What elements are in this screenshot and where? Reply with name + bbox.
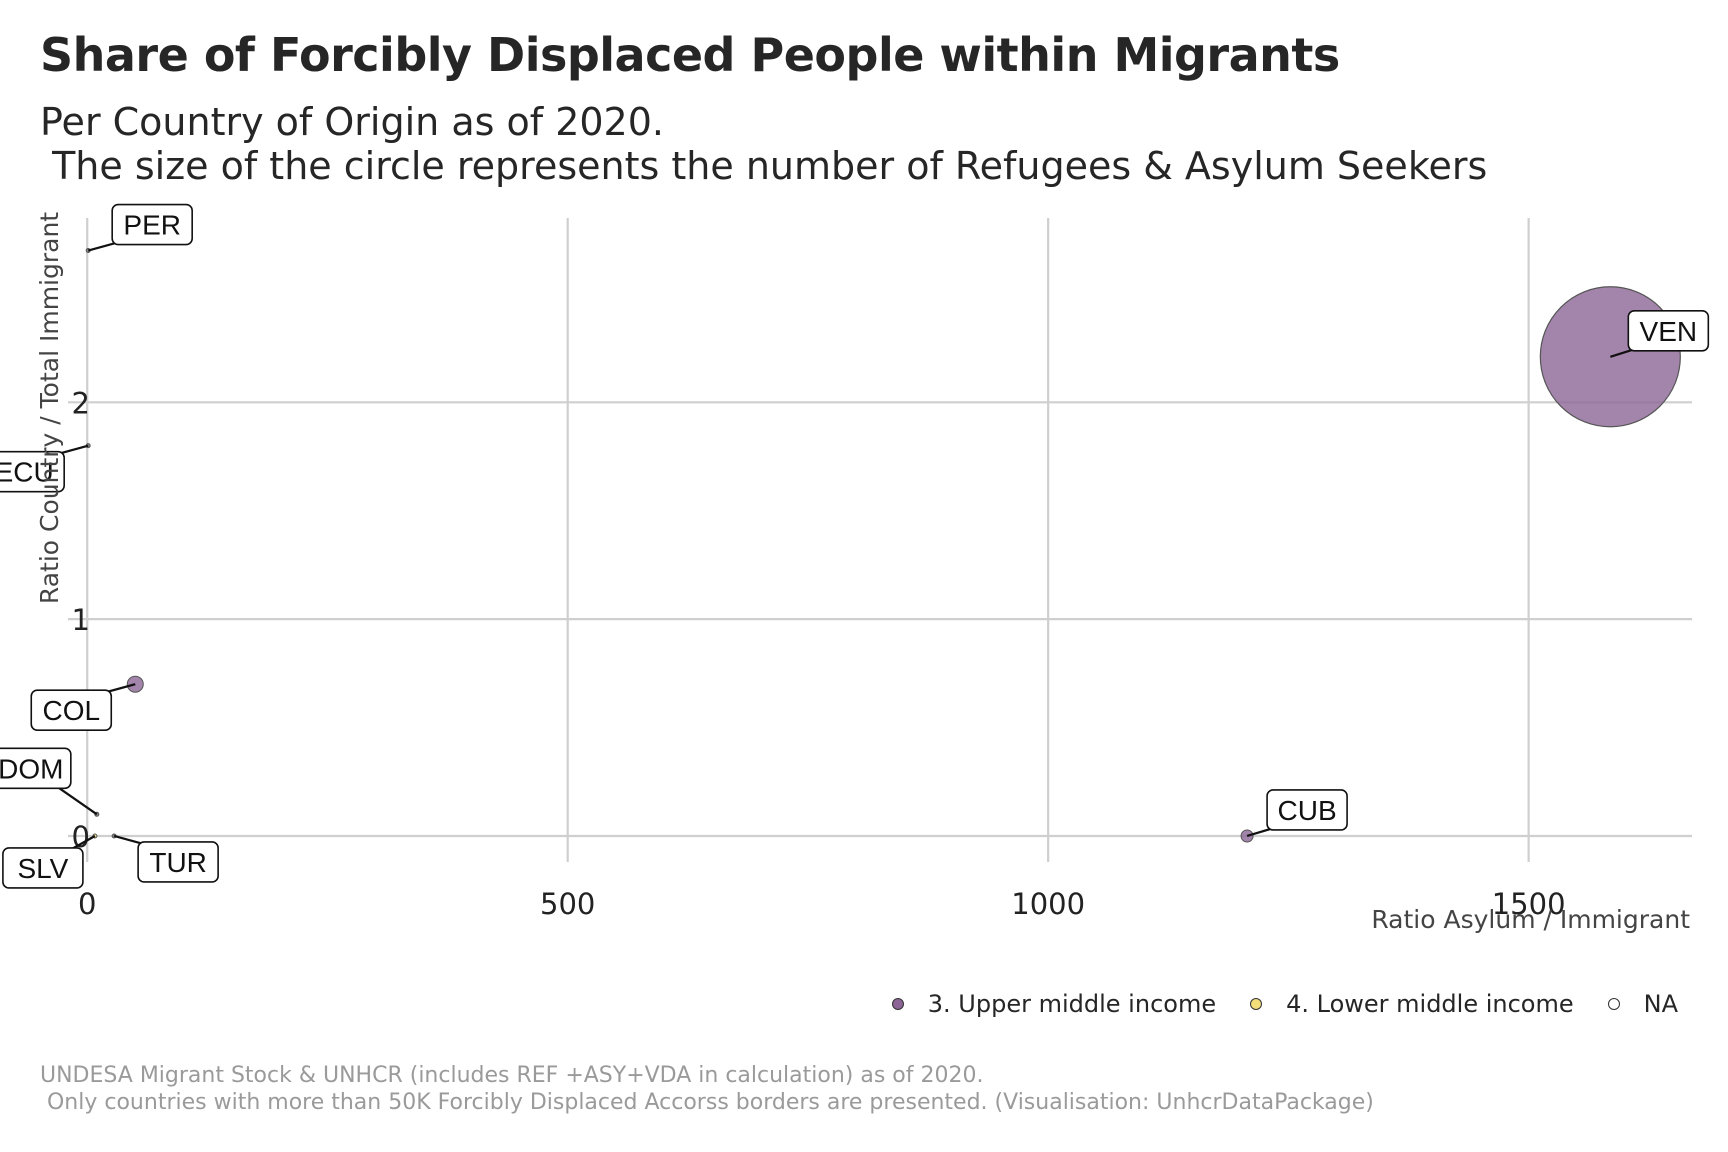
grid-lines <box>68 218 1692 862</box>
point-label: VEN <box>1640 316 1698 347</box>
label-box <box>1627 309 1710 352</box>
label-box <box>0 747 72 790</box>
legend-item-upper-middle: 3. Upper middle income <box>891 990 1217 1018</box>
y-axis-label: Ratio Country / Total Immigrant <box>35 212 64 604</box>
point-label: PER <box>123 210 181 241</box>
x-tick-label: 1000 <box>1011 887 1085 921</box>
legend: 3. Upper middle income 4. Lower middle i… <box>891 990 1678 1018</box>
chart-title: Share of Forcibly Displaced People withi… <box>40 28 1340 82</box>
x-tick-label: 500 <box>540 887 595 921</box>
legend-label: 4. Lower middle income <box>1286 990 1574 1018</box>
label-box <box>2 847 84 889</box>
legend-swatch <box>891 998 904 1010</box>
y-tick-label: 2 <box>72 386 90 420</box>
label-box <box>1266 789 1348 831</box>
x-tick-label: 0 <box>78 887 96 921</box>
point-label: DOM <box>0 753 63 784</box>
label-box <box>0 450 65 493</box>
legend-label: 3. Upper middle income <box>927 990 1217 1018</box>
x-tick-label: 1500 <box>1492 887 1566 921</box>
point-label: ECU <box>0 457 54 488</box>
chart-subtitle: Per Country of Origin as of 2020. The si… <box>40 100 1488 188</box>
point-label: CUB <box>1278 795 1337 826</box>
legend-swatch <box>1607 998 1620 1010</box>
point-label: TUR <box>149 847 207 878</box>
legend-item-na: NA <box>1607 990 1678 1018</box>
legend-label: NA <box>1643 990 1678 1018</box>
label-box <box>137 841 219 883</box>
point-label: COL <box>42 695 100 726</box>
point-labels: VEN PER ECU COL DOM SLV TUR CUB <box>0 203 1710 889</box>
y-tick-label: 1 <box>72 603 90 637</box>
legend-swatch <box>1250 998 1263 1010</box>
label-box <box>111 203 193 246</box>
chart-caption: UNDESA Migrant Stock & UNHCR (includes R… <box>40 1063 1374 1115</box>
data-points <box>85 248 1681 843</box>
point-label: SLV <box>17 853 68 884</box>
label-box <box>30 689 113 731</box>
legend-item-lower-middle: 4. Lower middle income <box>1250 990 1574 1018</box>
x-axis-label: Ratio Asylum / Immigrant <box>1371 905 1690 934</box>
